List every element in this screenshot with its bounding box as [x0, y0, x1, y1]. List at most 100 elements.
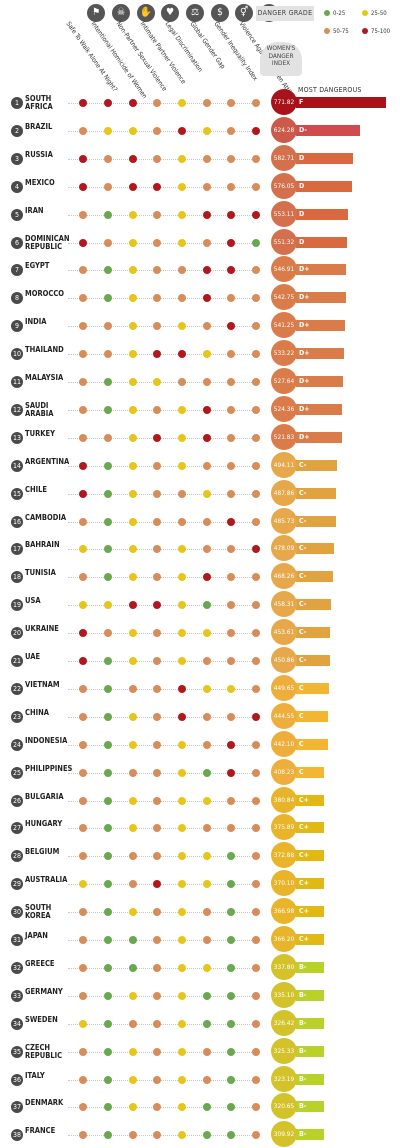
indicator-dot [104, 629, 112, 638]
indicator-dot [153, 936, 161, 944]
indicator-dot [227, 378, 235, 386]
score-circle: 771.82 [271, 89, 297, 115]
score-bar [296, 208, 348, 220]
indicator-dot [79, 1075, 87, 1084]
indicator-dot [153, 684, 161, 693]
grade-label: D+ [299, 377, 310, 385]
grade-label: C+ [299, 907, 309, 916]
indicator-dot [203, 294, 211, 303]
indicator-dot [252, 1075, 260, 1084]
country-label: JAPAN [25, 931, 48, 940]
table-row: 31 JAPAN C+ 366.20 [0, 925, 400, 953]
score-circle: 458.31 [271, 591, 297, 618]
indicator-dot [203, 768, 211, 777]
indicator-dot [227, 684, 235, 693]
row-guide-line [68, 688, 258, 690]
row-guide-line [68, 967, 258, 969]
indicator-dot [129, 322, 137, 331]
indicator-dot [129, 1131, 137, 1140]
indicator-dot [104, 461, 112, 470]
indicator-dot [129, 378, 137, 386]
rank-badge: 33 [11, 989, 23, 1002]
indicator-dot [153, 99, 161, 107]
column-label: Gender Inequality Index [212, 20, 260, 83]
country-label: SOUTH AFRICA [25, 94, 53, 111]
table-row: 21 UAE C- 450.86 [0, 646, 400, 674]
indicator-dot [178, 461, 186, 470]
table-row: 22 VIETNAM C 449.65 [0, 674, 400, 702]
indicator-dot [203, 182, 211, 191]
indicator-dot [252, 629, 260, 638]
country-label: UKRAINE [25, 624, 59, 634]
indicator-dot [178, 768, 186, 777]
rank-badge: 28 [11, 850, 23, 863]
indicator-dot [129, 852, 137, 861]
indicator-dot [227, 601, 235, 610]
indicator-dot [252, 991, 260, 1000]
indicator-dot [104, 684, 112, 693]
indicator-dot [153, 573, 161, 582]
indicator-dot [203, 573, 211, 582]
score-bar [296, 850, 324, 862]
indicator-dot [104, 154, 112, 163]
country-label: MEXICO [25, 177, 55, 187]
indicator-dot [203, 657, 211, 665]
indicator-dot [227, 740, 235, 749]
grade-label: B- [299, 1130, 307, 1139]
rank-badge: 16 [11, 515, 23, 528]
indicator-dot [153, 908, 161, 917]
indicator-dot [79, 657, 87, 665]
indicator-dot [79, 1019, 87, 1028]
column-icon: ☠ [112, 4, 130, 22]
row-guide-line [68, 382, 258, 383]
indicator-dot [153, 489, 161, 498]
row-guide-line [68, 1107, 258, 1109]
indicator-dot [153, 824, 161, 833]
indicator-dot [252, 796, 260, 805]
indicator-dot [104, 99, 112, 107]
indicator-dot [227, 936, 235, 944]
indicator-dot [252, 880, 260, 889]
indicator-dot [79, 880, 87, 889]
indicator-dot [129, 294, 137, 303]
indicator-dot [129, 210, 137, 219]
score-circle: 521.83 [271, 423, 297, 450]
table-row: 9 INDIA D+ 541.25 [0, 311, 400, 339]
indicator-dot [79, 210, 87, 219]
row-guide-line [68, 242, 258, 244]
score-circle: 408.23 [271, 758, 297, 785]
column-icon: ⚥ [235, 4, 253, 22]
indicator-dot [227, 210, 235, 219]
indicator-dot [153, 182, 161, 191]
table-row: 36 ITALY B- 323.19 [0, 1065, 400, 1093]
score-bar [296, 1017, 324, 1029]
indicator-dot [203, 1131, 211, 1140]
indicator-dot [252, 545, 260, 554]
indicator-dot [129, 405, 137, 414]
indicator-dot [178, 238, 186, 247]
table-row: 27 HUNGARY C+ 375.89 [0, 813, 400, 841]
indicator-dot [252, 573, 260, 582]
indicator-dot [79, 1047, 87, 1056]
indicator-dot [227, 461, 235, 470]
grade-label: C+ [299, 879, 309, 888]
country-label: CAMBODIA [25, 512, 67, 522]
indicator-dot [203, 684, 211, 693]
table-row: 7 EGYPT D+ 546.91 [0, 255, 400, 283]
table-row: 16 CAMBODIA C- 485.73 [0, 507, 400, 535]
indicator-dot [252, 350, 260, 359]
indicator-dot [178, 936, 186, 944]
indicator-dot [252, 768, 260, 777]
indicator-dot [104, 266, 112, 275]
indicator-dot [203, 1047, 211, 1056]
grade-label: C- [299, 544, 307, 553]
indicator-dot [129, 182, 137, 191]
indicator-dot [79, 629, 87, 638]
indicator-dot [203, 517, 211, 526]
country-label: RUSSIA [25, 149, 53, 159]
indicator-dot [203, 238, 211, 247]
indicator-dot [178, 908, 186, 917]
grade-label: C- [299, 628, 307, 637]
indicator-dot [203, 880, 211, 889]
indicator-dot [227, 322, 235, 331]
